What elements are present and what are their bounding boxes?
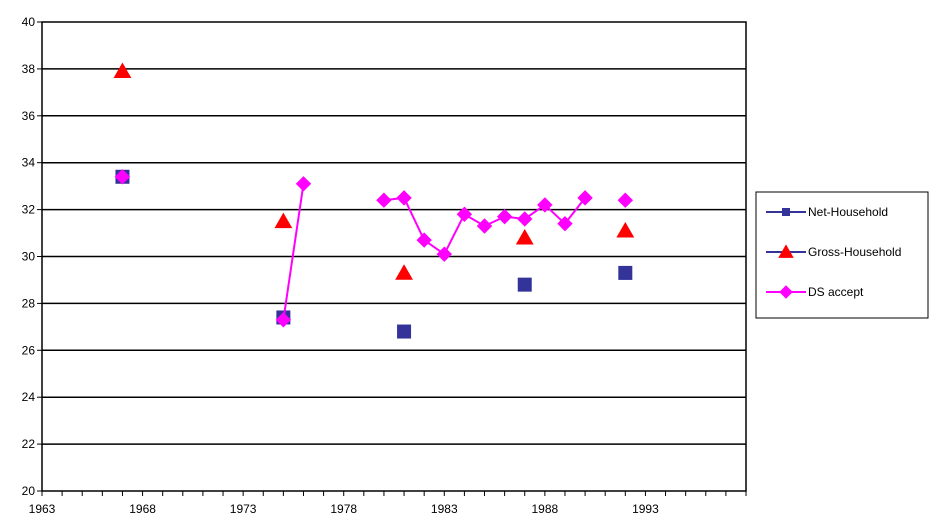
data-point xyxy=(557,215,573,232)
y-tick-label: 20 xyxy=(22,484,36,498)
y-tick-labels: 20 22 24 26 28 30 32 34 36 38 40 xyxy=(22,15,36,498)
y-tick-label: 40 xyxy=(22,15,36,29)
data-point xyxy=(376,192,392,208)
data-point xyxy=(295,176,312,192)
data-point xyxy=(416,232,432,248)
y-tick-label: 38 xyxy=(22,62,36,76)
y-tick-label: 30 xyxy=(22,250,36,264)
data-point xyxy=(577,190,593,206)
x-tick-labels: 1963 1968 1973 1978 1983 1988 1993 xyxy=(29,502,659,516)
data-point xyxy=(515,229,534,245)
series-net-household xyxy=(115,169,633,339)
x-tick-label: 1978 xyxy=(330,502,357,516)
data-point xyxy=(274,212,293,229)
y-tick-label: 34 xyxy=(22,156,36,170)
x-tick-label: 1968 xyxy=(129,502,156,516)
data-point xyxy=(618,265,633,280)
x-tick-label: 1983 xyxy=(431,502,458,516)
data-point xyxy=(616,222,635,238)
y-tick-label: 32 xyxy=(22,203,36,217)
legend-label: DS accept xyxy=(808,285,864,299)
x-tick-label: 1963 xyxy=(29,502,56,516)
y-tick-label: 26 xyxy=(22,343,36,357)
axes xyxy=(37,21,747,496)
x-tick-label: 1973 xyxy=(230,502,257,516)
legend-label: Net-Household xyxy=(808,205,888,219)
y-tick-label: 36 xyxy=(22,109,36,123)
x-tick-label: 1988 xyxy=(532,502,559,516)
y-tick-label: 24 xyxy=(22,390,36,404)
data-point xyxy=(617,192,634,208)
data-point xyxy=(476,218,493,234)
data-point xyxy=(517,211,533,227)
data-point xyxy=(496,208,513,225)
series-line xyxy=(282,183,305,320)
legend-marker xyxy=(778,244,794,258)
legend-label: Gross-Household xyxy=(808,245,901,259)
y-tick-label: 22 xyxy=(22,437,36,451)
x-tick-label: 1993 xyxy=(632,502,659,516)
data-point xyxy=(113,62,132,79)
y-tick-label: 28 xyxy=(22,296,36,310)
data-point xyxy=(395,264,413,280)
data-point xyxy=(275,312,292,328)
legend-marker xyxy=(782,208,790,216)
data-point xyxy=(537,197,553,213)
data-point xyxy=(517,277,532,292)
data-point xyxy=(436,246,452,262)
data-point xyxy=(396,190,412,206)
gridlines xyxy=(42,68,746,445)
series-gross-household xyxy=(113,62,635,280)
legend: Net-Household Gross-Household DS accept xyxy=(755,191,929,319)
series-layer xyxy=(113,62,635,339)
data-point xyxy=(114,169,131,185)
series-ds-accept xyxy=(114,169,634,328)
legend-marker xyxy=(779,285,793,299)
data-point xyxy=(456,206,473,222)
data-point xyxy=(397,324,412,339)
